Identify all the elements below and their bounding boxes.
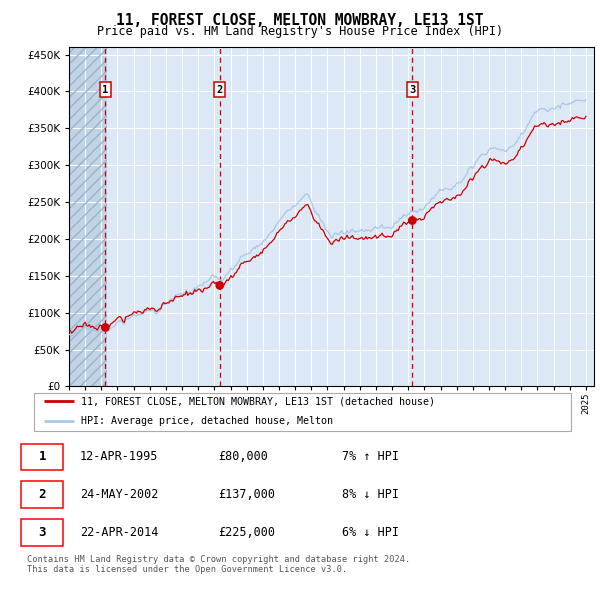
Bar [69, 47, 107, 386]
Text: 1: 1 [38, 450, 46, 463]
Text: 8% ↓ HPI: 8% ↓ HPI [342, 488, 400, 501]
Text: £80,000: £80,000 [218, 450, 268, 463]
Text: 11, FOREST CLOSE, MELTON MOWBRAY, LE13 1ST (detached house): 11, FOREST CLOSE, MELTON MOWBRAY, LE13 1… [80, 396, 434, 407]
Text: £137,000: £137,000 [218, 488, 275, 501]
Text: HPI: Average price, detached house, Melton: HPI: Average price, detached house, Melt… [80, 417, 332, 427]
Text: 2: 2 [38, 488, 46, 501]
FancyBboxPatch shape [21, 444, 63, 470]
Text: 11, FOREST CLOSE, MELTON MOWBRAY, LE13 1ST: 11, FOREST CLOSE, MELTON MOWBRAY, LE13 1… [116, 13, 484, 28]
Text: 2: 2 [217, 84, 223, 94]
Point [215, 281, 224, 290]
Text: 3: 3 [409, 84, 415, 94]
Point [101, 323, 110, 332]
Text: 7% ↑ HPI: 7% ↑ HPI [342, 450, 400, 463]
Text: £225,000: £225,000 [218, 526, 275, 539]
FancyBboxPatch shape [21, 519, 63, 546]
Bar [69, 47, 107, 386]
Text: 12-APR-1995: 12-APR-1995 [80, 450, 158, 463]
FancyBboxPatch shape [34, 392, 571, 431]
FancyBboxPatch shape [21, 481, 63, 508]
Text: Contains HM Land Registry data © Crown copyright and database right 2024.
This d: Contains HM Land Registry data © Crown c… [27, 555, 410, 574]
Point [407, 216, 417, 225]
Text: Price paid vs. HM Land Registry's House Price Index (HPI): Price paid vs. HM Land Registry's House … [97, 25, 503, 38]
Text: 22-APR-2014: 22-APR-2014 [80, 526, 158, 539]
Text: 1: 1 [102, 84, 109, 94]
Text: 6% ↓ HPI: 6% ↓ HPI [342, 526, 400, 539]
Text: 3: 3 [38, 526, 46, 539]
Text: 24-MAY-2002: 24-MAY-2002 [80, 488, 158, 501]
